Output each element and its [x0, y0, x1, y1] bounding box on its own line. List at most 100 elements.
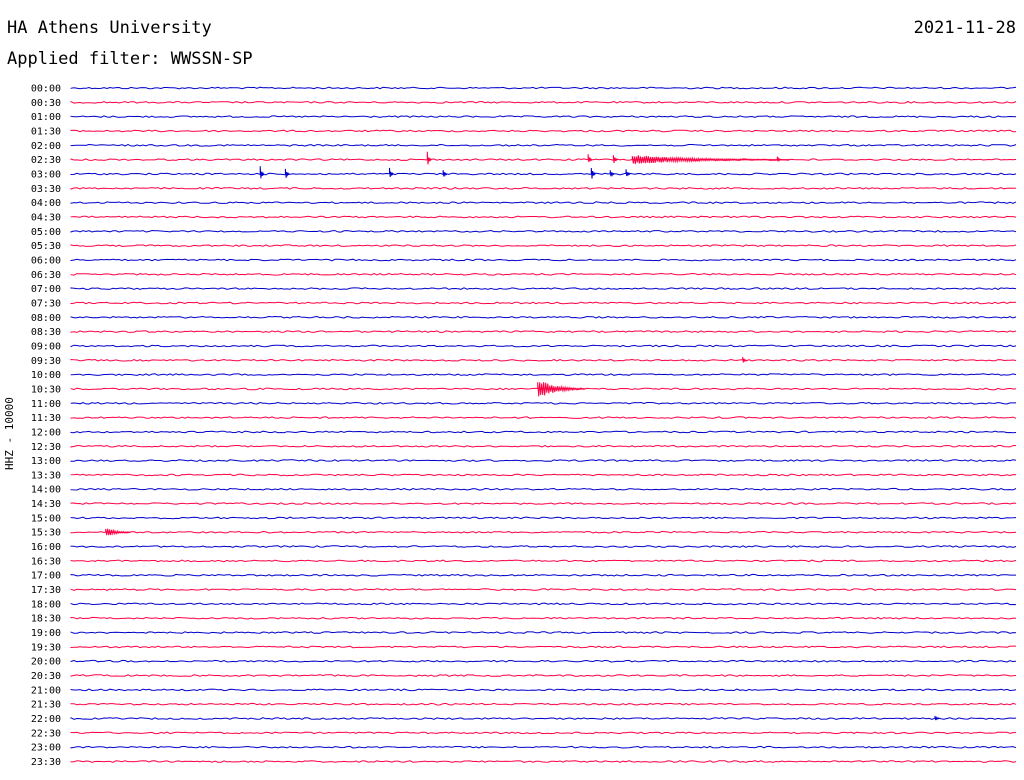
row-label: 23:00 [31, 743, 61, 754]
row-label: 04:00 [31, 198, 61, 209]
trace-0730 [70, 301, 1017, 305]
row-label: 17:30 [31, 585, 61, 596]
event-mark [426, 151, 432, 165]
trace-0330 [70, 186, 1017, 190]
row-label: 13:00 [31, 456, 61, 467]
event-mark [284, 168, 290, 178]
event-mark [612, 155, 618, 164]
trace-1530 [70, 530, 1017, 534]
station-title: HA Athens University [7, 18, 212, 38]
event-mark [934, 715, 940, 721]
row-label: 20:00 [31, 657, 61, 668]
trace-1200 [70, 430, 1017, 434]
row-label: 12:00 [31, 427, 61, 438]
trace-1900 [70, 631, 1017, 634]
trace-1800 [70, 602, 1017, 606]
row-label: 09:30 [31, 356, 61, 367]
row-label: 11:30 [31, 413, 61, 424]
event-mark [590, 167, 596, 179]
trace-0900 [70, 344, 1017, 348]
trace-0700 [70, 287, 1017, 290]
event-mark [625, 169, 631, 177]
row-label: 15:00 [31, 513, 61, 524]
trace-0100 [70, 115, 1017, 119]
filter-label: Applied filter: WWSSN-SP [7, 49, 253, 69]
trace-2230 [70, 731, 1016, 735]
trace-2000 [70, 659, 1017, 663]
row-label: 21:30 [31, 700, 61, 711]
row-label: 22:00 [31, 714, 61, 725]
row-label: 16:30 [31, 556, 61, 567]
trace-0530 [70, 244, 1017, 247]
trace-0130 [70, 129, 1017, 133]
row-label: 00:00 [31, 84, 61, 95]
row-label: 07:00 [31, 284, 61, 295]
trace-0930 [70, 358, 1017, 362]
row-label: 02:30 [31, 155, 61, 166]
event-mark [389, 167, 394, 178]
row-label: 05:00 [31, 227, 61, 238]
row-label: 00:30 [31, 98, 61, 109]
event-mark [442, 170, 448, 177]
row-label: 03:30 [31, 184, 61, 195]
row-label: 14:00 [31, 485, 61, 496]
event-mark [259, 166, 265, 179]
trace-0800 [70, 315, 1017, 319]
row-label: 11:00 [31, 399, 61, 410]
trace-2330 [70, 760, 1017, 763]
trace-1300 [70, 459, 1017, 462]
row-label: 13:30 [31, 470, 61, 481]
trace-1400 [70, 487, 1017, 491]
row-label: 12:30 [31, 442, 61, 453]
trace-0230 [70, 158, 1017, 161]
trace-2200 [70, 716, 1017, 720]
row-label: 21:00 [31, 685, 61, 696]
row-label: 01:30 [31, 126, 61, 137]
event-mark [537, 382, 586, 397]
trace-1830 [70, 616, 1017, 620]
trace-0630 [70, 272, 1017, 276]
row-label: 18:00 [31, 599, 61, 610]
event-mark [742, 357, 747, 363]
row-label: 19:00 [31, 628, 61, 639]
trace-0000 [70, 86, 1017, 90]
trace-0830 [70, 330, 1017, 333]
event-mark [609, 170, 615, 177]
trace-1430 [70, 502, 1017, 505]
row-label: 08:30 [31, 327, 61, 338]
row-label: 10:00 [31, 370, 61, 381]
row-label: 19:30 [31, 642, 61, 653]
trace-1130 [70, 416, 1017, 419]
event-mark [631, 155, 791, 165]
row-label: 05:30 [31, 241, 61, 252]
trace-2130 [70, 702, 1017, 706]
record-date: 2021-11-28 [913, 18, 1016, 38]
row-label: 23:30 [31, 757, 61, 768]
trace-0500 [70, 229, 1017, 233]
trace-2100 [70, 688, 1017, 692]
event-mark [776, 156, 782, 162]
trace-2030 [70, 674, 1017, 677]
trace-1930 [70, 645, 1016, 649]
trace-1230 [70, 444, 1017, 448]
trace-0600 [70, 258, 1017, 262]
tick-labels: 00:00 00:30 01:00 01:30 02:00 02:30 03:00 03:30… [31, 84, 61, 769]
row-label: 07:30 [31, 298, 61, 309]
row-label: 06:30 [31, 270, 61, 281]
trace-1500 [70, 516, 1017, 520]
row-label: 16:00 [31, 542, 61, 553]
trace-1100 [70, 401, 1016, 405]
trace-1330 [70, 473, 1017, 477]
row-label: 02:00 [31, 141, 61, 152]
trace-0430 [70, 215, 1017, 219]
row-label: 14:30 [31, 499, 61, 510]
row-label: 03:00 [31, 169, 61, 180]
row-label: 18:30 [31, 614, 61, 625]
row-label: 10:30 [31, 384, 61, 395]
trace-0300 [70, 172, 1017, 176]
event-mark [105, 528, 132, 536]
event-mark [587, 154, 593, 163]
row-label: 15:30 [31, 528, 61, 539]
trace-0030 [70, 100, 1017, 104]
